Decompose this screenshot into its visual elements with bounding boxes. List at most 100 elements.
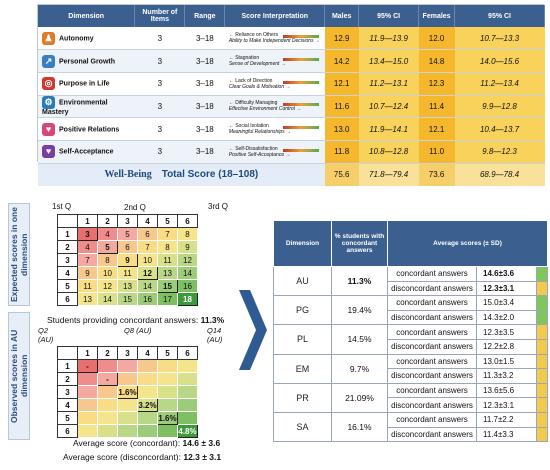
dim-name: Self-Acceptance [59,148,114,156]
concordant-score: 15.0±3.4 [476,295,537,311]
grid-cell: 11 [117,266,138,280]
grid-cell [137,359,158,373]
dimension-row: ♟ Autonomy 3 3–18 ← Reliance on Others Abi… [38,27,545,51]
dimension-row-concordant: PL 14.5% concordant answers 12.3±3.5 [273,324,548,355]
grid-col-header: 6 [177,214,198,228]
grid1-row-title: 1st Q [52,202,71,211]
female-ci: 11.2—13.4 [454,72,545,96]
avg-dis-label: Average score (disconcordant): [63,452,181,462]
male-ci: 11.9—13.9 [358,27,419,51]
concordant-swatch [536,382,548,399]
grid-cell: 11 [77,279,98,293]
grid-row-header: 6 [57,292,78,306]
male-mean: 12.9 [324,27,359,51]
female-mean: 14.8 [418,49,455,73]
grid-cell: 6 [117,240,138,254]
concordant-score: 11.7±2.2 [476,411,537,428]
concordant-text: Students providing concordant answers: [47,315,199,325]
grid-cell: 4 [97,227,118,241]
avg-con-label: Average score (concordant): [73,438,181,448]
people-icon: ♥ [42,122,55,136]
interp-high: Positive Self-Acceptance → [228,151,291,158]
disconcordant-label: disconcordant answers [387,309,477,326]
concordance-table: Dimension % students with concordant ans… [273,220,548,443]
dim-code: PG [273,295,332,326]
dimension-row-disconcordant: disconcordant answers 12.3±3.1 [274,280,548,297]
grid-cell: 9 [77,266,98,280]
male-ci: 13.4—15.0 [358,49,419,73]
disconcordant-label: disconcordant answers [387,368,477,384]
gear-icon: ⚙ [42,96,55,110]
grid-col-header: 1 [77,214,98,228]
interp-cell: ← Self-Dissatisfaction Positive Self-Acce… [224,140,325,164]
total-male-ci: 71.8—79.4 [358,163,419,186]
grid-cell [117,398,138,412]
female-ci: 10.4—13.7 [454,117,545,141]
male-ci: 10.7—12.4 [358,95,419,119]
grid-cell: 4.8% [177,424,198,438]
grid-col-header: 5 [157,214,178,228]
concordant-pct: 11.3% [200,315,225,325]
grid-cell [177,411,198,425]
grid-row: 5 1.6% [57,411,198,425]
grid-cell: 14 [137,279,158,293]
dimension-row: ↗ Personal Growth 3 3–18 ← Stagnation Sens… [38,49,545,73]
concordant-label: concordant answers [387,324,477,340]
dim-cell: ⚙ Environmental Mastery [38,95,135,119]
dimension-row-concordant: PG 19.4% concordant answers 15.0±3.4 [273,295,548,326]
dimension-row: ♥ Self-Acceptance 3 3–18 ← Self-Dissatisf… [38,140,545,164]
disconcordant-score: 12.2±2.8 [476,338,537,355]
grid-cell: 1.6% [157,411,178,425]
dimension-row-disconcordant: disconcordant answers 12.2±2.8 [274,338,548,355]
grid-cell: 9 [117,253,138,267]
th-interpretation: Score Interpretation [224,5,326,27]
grid-cell: 13 [157,266,178,280]
female-ci: 9.9—12.8 [454,95,545,119]
rth-avg: Average scores (± SD) [387,220,548,267]
avg-dis-value: 12.3 ± 3.1 [183,452,222,462]
disconcordant-swatch [536,280,548,297]
dim-code: AU [273,265,332,297]
male-mean: 12.1 [324,72,359,96]
grid-row: 3 1.6% [57,385,198,399]
dimension-row: ◎ Purpose in Life 3 3–18 ← Lack of Direct… [38,72,545,96]
male-ci: 11.2—13.1 [358,72,419,96]
interp-cell: ← Reliance on Others Ability to Make Inde… [224,27,325,51]
dim-cell: ◎ Purpose in Life [38,72,135,96]
grid-row-header: 1 [57,227,78,241]
female-mean: 12.1 [418,117,455,141]
interp-cell: ← Difficulty Managing Effective Environme… [224,95,325,119]
grid-cell [177,372,198,386]
grid-row-header: 2 [57,372,78,386]
disconcordant-swatch [536,397,548,413]
grid-corner [57,346,78,360]
top-table-header: Dimension Number of Items Range Score In… [38,5,545,27]
dim-code: SA [273,411,332,443]
grid-cell: 14 [97,292,118,306]
grid-cell: 10 [97,266,118,280]
grid2-third-title: Q14 (AU) [207,326,223,344]
grid-cell [137,385,158,399]
grid-cell: 3 [77,227,98,241]
concordant-pct: 9.7% [331,353,388,384]
concordant-line: Students providing concordant answers: 1… [47,315,224,325]
dimension-row: ⚙ Environmental Mastery 3 3–18 ← Difficul… [38,95,545,119]
interp-gradient-arrow [282,103,319,107]
items-cell: 3 [134,140,185,164]
rth-pct: % students with concordant answers [331,220,388,267]
dimension-row-concordant: PR 21.09% concordant answers 13.6±5.6 [273,382,548,413]
grid-row-header: 3 [57,385,78,399]
concordant-swatch [536,266,548,282]
grid-row: 4 3.2% [57,398,198,412]
total-female: 73.6 [418,163,455,186]
concordant-score: 14.6±3.6 [476,266,537,282]
male-mean: 11.8 [324,140,359,164]
female-ci: 9.8—12.3 [454,140,545,164]
dim-name: Purpose in Life [59,80,110,88]
grid-cell: 5 [97,240,118,254]
grid-cell [77,424,98,438]
interp-low: ← Stagnation [228,55,260,62]
interp-low: ← Self-Dissatisfaction [228,145,278,152]
